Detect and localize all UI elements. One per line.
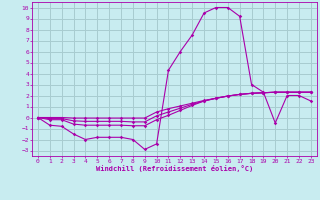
X-axis label: Windchill (Refroidissement éolien,°C): Windchill (Refroidissement éolien,°C) xyxy=(96,165,253,172)
